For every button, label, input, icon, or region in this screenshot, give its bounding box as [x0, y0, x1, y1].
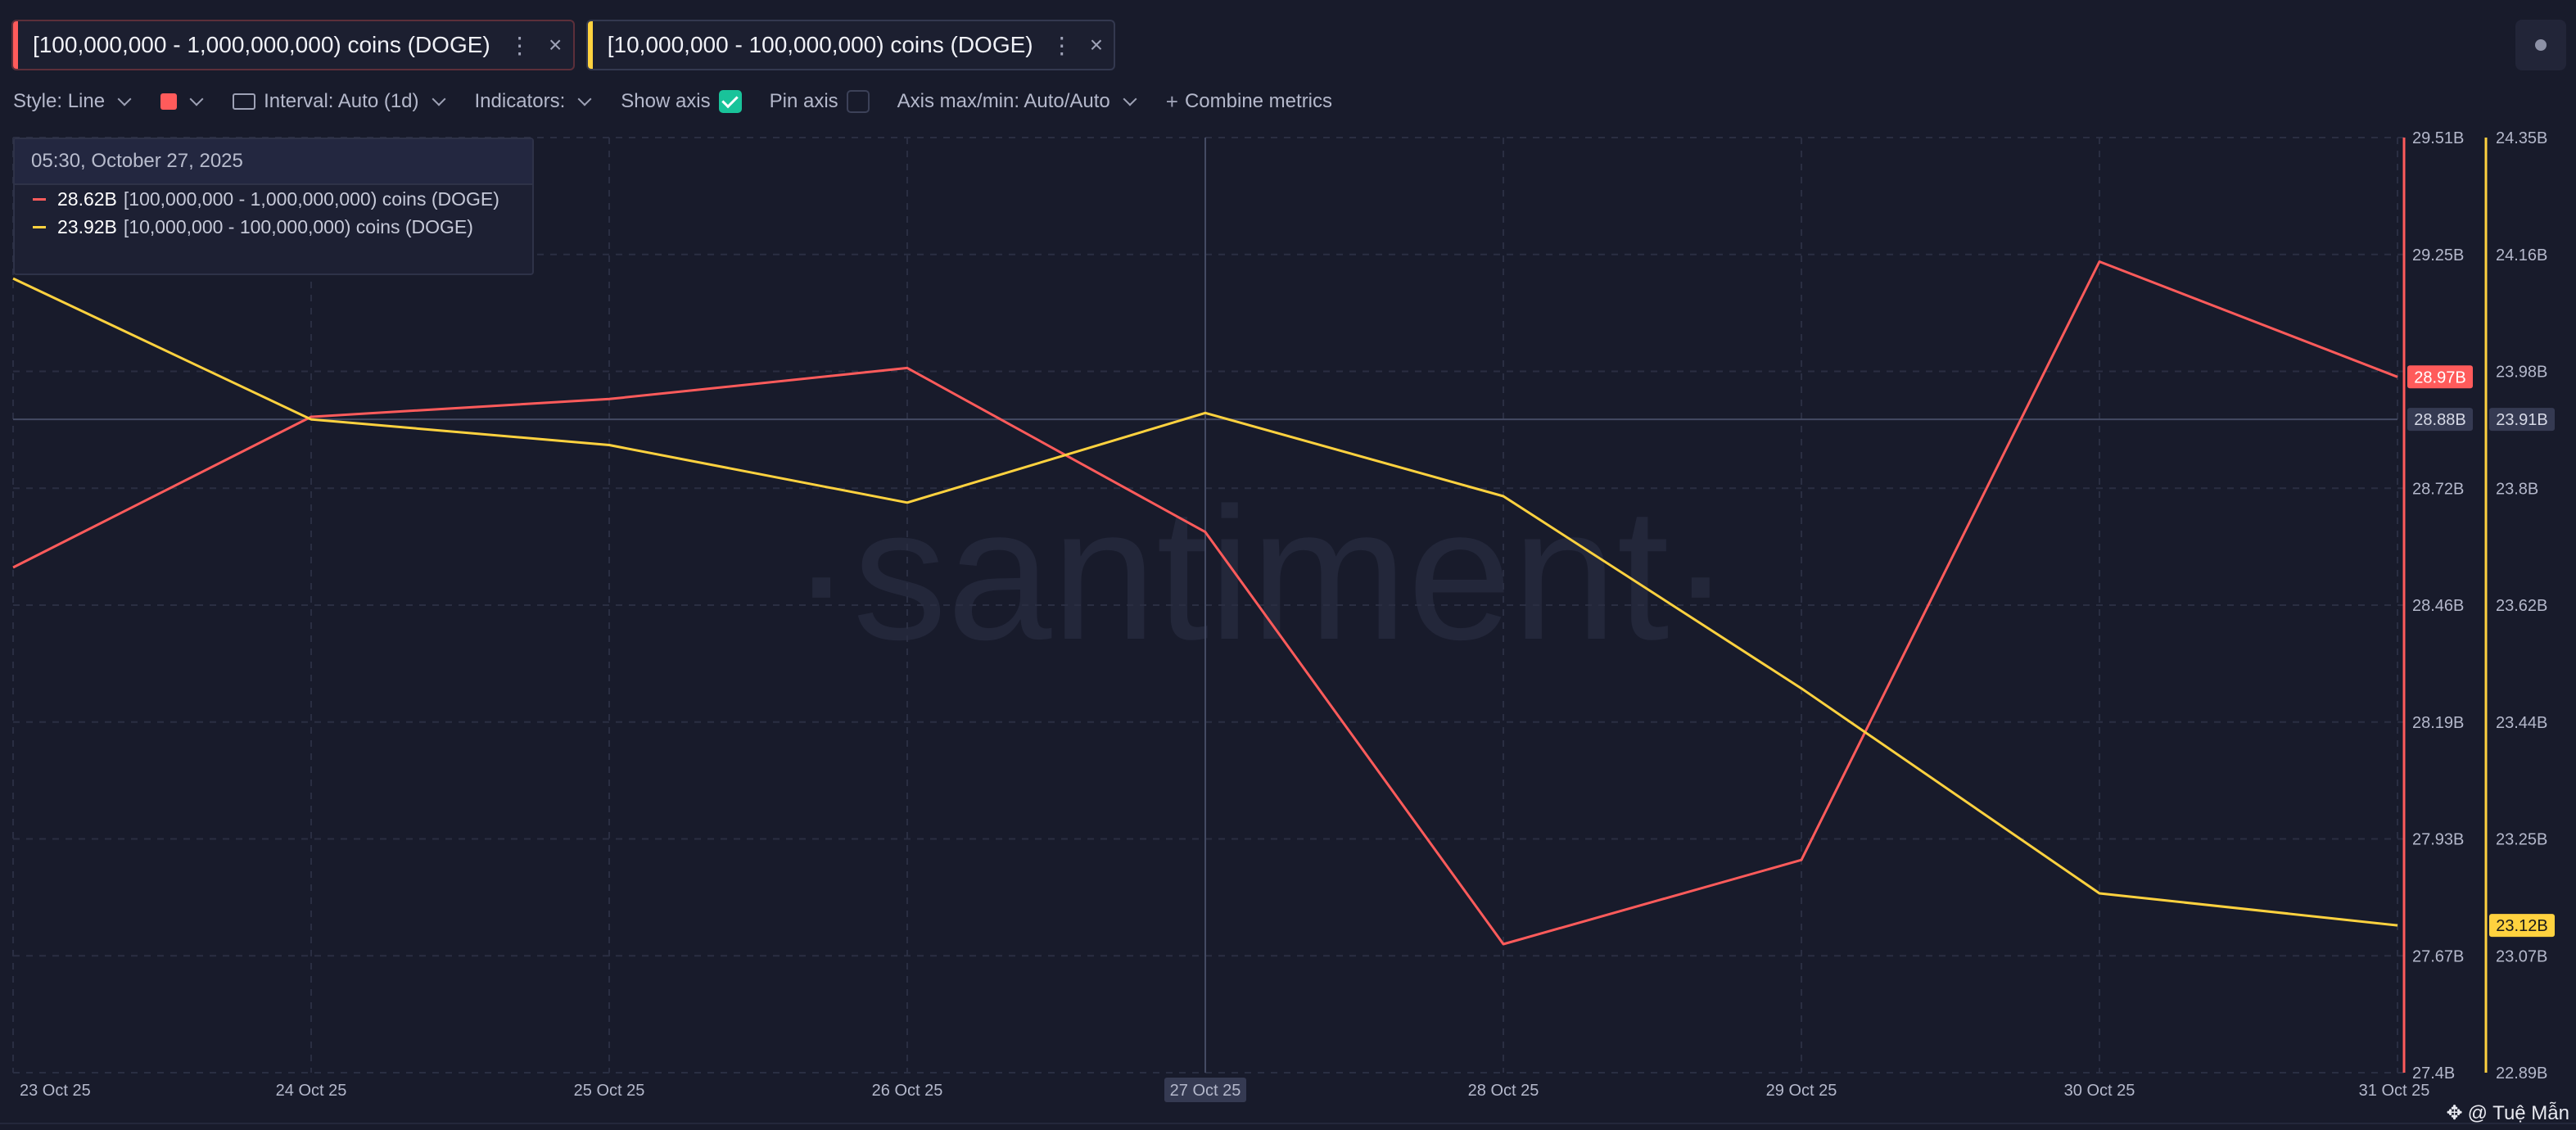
- crosshair-red-badge-bg: [2407, 408, 2473, 432]
- series-line-1: [12, 277, 2398, 927]
- combine-metrics-button[interactable]: + Combine metrics: [1166, 89, 1332, 115]
- yellow-axis-tick-label: 23.98B: [2496, 364, 2547, 382]
- axes: [0, 138, 2576, 1124]
- combine-metrics-label: Combine metrics: [1184, 90, 1333, 112]
- red-axis-tick-label: 29.51B: [2412, 129, 2464, 147]
- hover-tooltip: 05:30, October 27, 2025 28.62B [100,000,…: [13, 138, 534, 275]
- red-axis-tick-label: 27.4B: [2412, 1064, 2455, 1083]
- settings-dot-button[interactable]: [2515, 20, 2566, 70]
- x-axis-tick-label: 30 Oct 25: [2064, 1082, 2135, 1100]
- indicators-dropdown[interactable]: Indicators:: [475, 90, 594, 113]
- tooltip-series-name: [100,000,000 - 1,000,000,000) coins (DOG…: [123, 188, 499, 210]
- yellow-axis-tick-label: 23.8B: [2496, 480, 2538, 498]
- x-axis-tick-label: 23 Oct 25: [20, 1082, 91, 1100]
- plus-icon: +: [1165, 88, 1178, 114]
- interval-dropdown[interactable]: Interval: Auto (1d): [233, 90, 446, 113]
- red-axis-tick-label: 28.19B: [2412, 714, 2464, 732]
- author-name: @ Tuệ Mẫn: [2467, 1101, 2569, 1124]
- red-last-value-badge-bg: [2407, 365, 2473, 389]
- red-axis-tick-label: 28.72B: [2412, 480, 2464, 498]
- axis-minmax-label: Axis max/min: Auto/Auto: [897, 90, 1110, 112]
- metric-color-bar: [13, 21, 18, 69]
- pin-axis-label: Pin axis: [769, 90, 838, 112]
- series-color-dash: [33, 197, 46, 201]
- santiment-watermark: ·santiment·: [790, 468, 1732, 679]
- red-last-value-badge: 28.97B: [2414, 368, 2465, 386]
- style-label: Style: Line: [13, 90, 106, 112]
- show-axis-checkbox[interactable]: [718, 90, 742, 113]
- grid: [12, 137, 2404, 1074]
- yellow-axis-tick-label: 23.25B: [2496, 831, 2547, 849]
- more-options-icon[interactable]: ⋮: [1050, 32, 1073, 58]
- red-axis-tick-label: 29.25B: [2412, 246, 2464, 264]
- x-axis-tick-label: 29 Oct 25: [1766, 1082, 1837, 1100]
- red-axis-tick-label: 28.46B: [2412, 597, 2464, 615]
- more-options-icon[interactable]: ⋮: [508, 32, 531, 58]
- color-swatch: [160, 93, 178, 110]
- yellow-axis-tick-label: 24.16B: [2496, 246, 2547, 264]
- show-axis-toggle[interactable]: Show axis: [621, 90, 742, 113]
- color-picker[interactable]: [160, 92, 205, 110]
- metric-chip-label: [100,000,000 - 1,000,000,000) coins (DOG…: [32, 32, 490, 57]
- close-icon[interactable]: ×: [1089, 32, 1104, 57]
- metric-chip-label: [10,000,000 - 100,000,000) coins (DOGE): [607, 32, 1033, 57]
- pin-axis-toggle[interactable]: Pin axis: [770, 90, 870, 113]
- yellow-last-value-badge-bg: [2489, 914, 2555, 938]
- tooltip-series-name: [10,000,000 - 100,000,000) coins (DOGE): [123, 215, 473, 237]
- yellow-axis-tick-label: 22.89B: [2496, 1064, 2547, 1083]
- crosshair-x-badge: [1164, 1078, 1246, 1102]
- x-axis-tick-label: 26 Oct 25: [872, 1082, 943, 1100]
- tooltip-row-large-holders: 28.62B [100,000,000 - 1,000,000,000) coi…: [15, 185, 532, 213]
- red-axis-tick-label: 27.93B: [2412, 831, 2464, 849]
- metric-chip-mid-holders[interactable]: [10,000,000 - 100,000,000) coins (DOGE) …: [586, 20, 1115, 70]
- series-layer: [12, 260, 2398, 946]
- crosshair-yellow-badge-bg: [2489, 408, 2555, 432]
- calendar-icon: [233, 93, 256, 110]
- yellow-last-value-badge: 23.12B: [2496, 917, 2547, 935]
- style-dropdown[interactable]: Style: Line: [13, 90, 133, 113]
- x-axis-tick-label: 25 Oct 25: [574, 1082, 645, 1100]
- pin-axis-checkbox[interactable]: [846, 90, 870, 113]
- metric-color-bar: [588, 21, 593, 69]
- red-axis-tick-label: 27.67B: [2412, 947, 2464, 965]
- interval-label: Interval: Auto (1d): [264, 90, 419, 112]
- chart-toolbar: Style: Line Interval: Auto (1d) Indicato…: [13, 85, 1332, 118]
- indicators-label: Indicators:: [474, 90, 566, 112]
- tooltip-value: 23.92B: [57, 215, 117, 237]
- yellow-axis-tick-label: 23.07B: [2496, 947, 2547, 965]
- tooltip-row-mid-holders: 23.92B [10,000,000 - 100,000,000) coins …: [15, 213, 532, 241]
- tooltip-value: 28.62B: [57, 188, 117, 210]
- crosshair-red-badge: 28.88B: [2414, 411, 2465, 429]
- series-line-0: [12, 260, 2398, 946]
- yellow-axis-tick-label: 23.44B: [2496, 714, 2547, 732]
- tooltip-date: 05:30, October 27, 2025: [15, 139, 532, 185]
- x-axis-tick-label: 31 Oct 25: [2359, 1082, 2430, 1100]
- author-icon: ✥: [2446, 1102, 2463, 1124]
- metric-chip-large-holders[interactable]: [100,000,000 - 1,000,000,000) coins (DOG…: [11, 20, 575, 70]
- author-credit: ✥ @ Tuệ Mẫn: [2446, 1101, 2569, 1125]
- axis-labels: 29.51B29.25B28.98B28.72B28.46B28.19B27.9…: [20, 129, 2555, 1102]
- x-axis-tick-label: 28 Oct 25: [1468, 1082, 1539, 1100]
- series-color-dash: [33, 225, 46, 228]
- x-axis-tick-label: 24 Oct 25: [276, 1082, 347, 1100]
- show-axis-label: Show axis: [621, 90, 711, 112]
- yellow-axis-tick-label: 23.62B: [2496, 597, 2547, 615]
- yellow-axis-tick-label: 24.35B: [2496, 129, 2547, 147]
- crosshair-yellow-badge: 23.91B: [2496, 411, 2547, 429]
- x-axis-tick-label: 27 Oct 25: [1170, 1082, 1241, 1100]
- close-icon[interactable]: ×: [549, 32, 563, 57]
- axis-minmax-dropdown[interactable]: Axis max/min: Auto/Auto: [897, 90, 1138, 113]
- dot-icon: [2535, 39, 2547, 51]
